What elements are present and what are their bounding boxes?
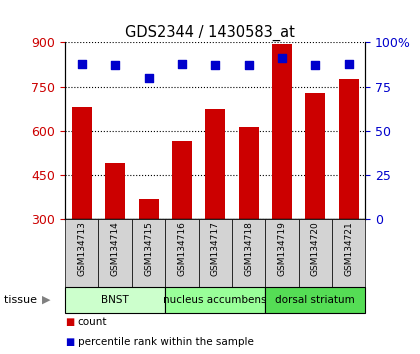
Point [245, 63, 252, 68]
Bar [72, 107, 92, 219]
Bar [339, 79, 359, 219]
Bar [232, 219, 265, 287]
Point [145, 75, 152, 81]
Bar [205, 109, 225, 219]
Bar [172, 141, 192, 219]
Point [178, 61, 185, 67]
Text: percentile rank within the sample: percentile rank within the sample [78, 337, 254, 347]
Point [312, 63, 319, 68]
Text: dorsal striatum: dorsal striatum [276, 295, 355, 305]
Text: GSM134715: GSM134715 [144, 222, 153, 276]
Text: tissue: tissue [4, 295, 41, 305]
Text: GDS2344 / 1430583_at: GDS2344 / 1430583_at [125, 25, 295, 41]
Bar [132, 219, 165, 287]
Text: ▶: ▶ [42, 295, 50, 305]
Text: GSM134719: GSM134719 [278, 222, 286, 276]
Text: GSM134717: GSM134717 [211, 222, 220, 276]
Text: ■: ■ [65, 337, 74, 347]
Point [79, 61, 85, 67]
Bar [265, 219, 299, 287]
Bar [239, 126, 259, 219]
Bar [65, 219, 98, 287]
Point [278, 56, 285, 61]
Point [212, 63, 218, 68]
Bar [332, 219, 365, 287]
Bar [272, 44, 292, 219]
Bar [105, 164, 125, 219]
Text: BNST: BNST [101, 295, 129, 305]
Bar [165, 287, 265, 313]
Bar [265, 287, 365, 313]
Point [112, 63, 118, 68]
Bar [165, 219, 199, 287]
Bar [305, 93, 326, 219]
Text: GSM134718: GSM134718 [244, 222, 253, 276]
Bar [139, 199, 158, 219]
Bar [98, 219, 132, 287]
Text: ■: ■ [65, 317, 74, 327]
Text: GSM134716: GSM134716 [177, 222, 186, 276]
Text: GSM134721: GSM134721 [344, 222, 353, 276]
Text: GSM134713: GSM134713 [77, 222, 86, 276]
Bar [199, 219, 232, 287]
Text: GSM134714: GSM134714 [110, 222, 120, 276]
Bar [65, 287, 165, 313]
Text: GSM134720: GSM134720 [311, 222, 320, 276]
Point [345, 61, 352, 67]
Text: count: count [78, 317, 107, 327]
Bar [299, 219, 332, 287]
Text: nucleus accumbens: nucleus accumbens [163, 295, 267, 305]
